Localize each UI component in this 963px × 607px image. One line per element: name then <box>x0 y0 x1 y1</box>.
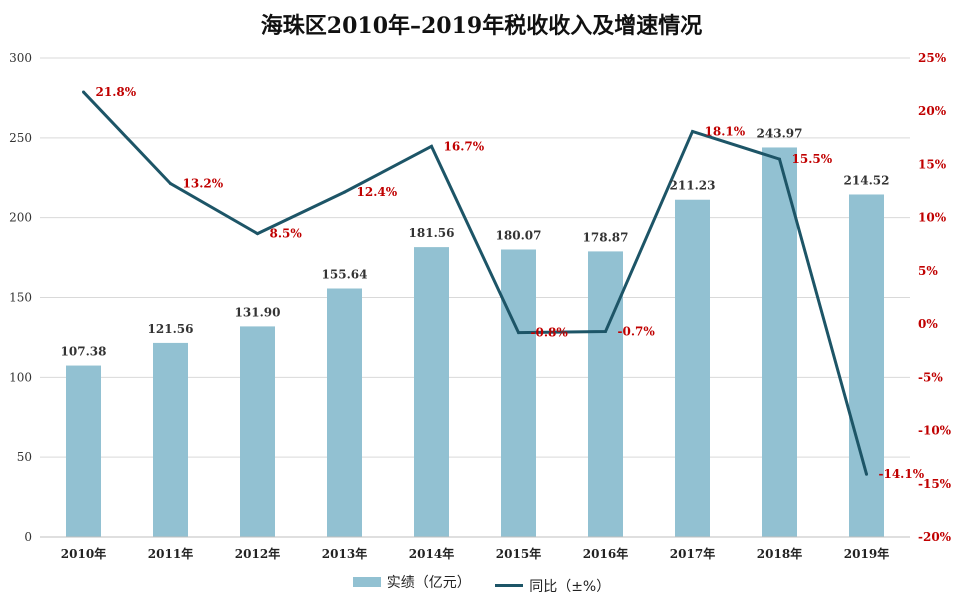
x-tick-label: 2010年 <box>61 546 106 561</box>
yoy-value-label: 12.4% <box>357 185 398 199</box>
yoy-point <box>604 330 607 334</box>
left-tick-label: 200 <box>9 211 32 225</box>
yoy-point <box>256 232 259 236</box>
yoy-value-label: 16.7% <box>444 139 485 153</box>
x-tick-label: 2011年 <box>148 546 193 561</box>
x-tick-label: 2013年 <box>322 546 367 561</box>
bar-value-label: 107.38 <box>61 345 107 359</box>
bar <box>240 326 275 537</box>
x-tick-label: 2017年 <box>670 546 715 561</box>
legend-bar-label: 实绩（亿元） <box>386 575 471 591</box>
yoy-point <box>517 331 520 335</box>
bar <box>849 194 884 537</box>
yoy-value-label: 13.2% <box>183 177 224 191</box>
left-tick-label: 100 <box>9 370 32 384</box>
left-tick-label: 300 <box>9 51 32 65</box>
left-tick-label: 150 <box>9 291 32 305</box>
bar-value-label: 181.56 <box>409 226 455 240</box>
bar-value-label: 180.07 <box>496 228 542 242</box>
legend-line-label: 同比（±%） <box>529 578 611 595</box>
yoy-point <box>343 190 346 194</box>
bar-value-label: 243.97 <box>757 126 803 140</box>
right-tick-label: 25% <box>918 51 947 65</box>
x-tick-label: 2015年 <box>496 546 541 561</box>
right-tick-label: -5% <box>918 370 943 384</box>
bar-value-label: 178.87 <box>583 230 629 244</box>
x-tick-label: 2014年 <box>409 546 454 561</box>
yoy-point <box>169 182 172 186</box>
yoy-point <box>430 144 433 148</box>
right-tick-label: 20% <box>918 104 947 118</box>
legend: 实绩（亿元） 同比（±%） <box>0 572 963 596</box>
right-tick-label: -10% <box>918 424 952 438</box>
left-tick-label: 250 <box>9 131 32 145</box>
x-tick-label: 2019年 <box>844 546 889 561</box>
right-tick-label: -15% <box>918 477 952 491</box>
bar <box>501 249 536 538</box>
right-tick-label: 10% <box>918 211 947 225</box>
left-tick-label: 50 <box>17 450 32 464</box>
bar <box>66 365 101 537</box>
bar <box>588 251 623 537</box>
yoy-value-label: 15.5% <box>792 152 833 166</box>
yoy-value-label: 21.8% <box>96 85 137 99</box>
yoy-point <box>778 157 781 161</box>
yoy-value-label: -0.8% <box>531 326 569 340</box>
axis-layer: 0 50 100 150 200 250 300 -20% -15% -10% -5% 0% 5% 10%… <box>9 51 952 561</box>
yoy-point <box>82 90 85 94</box>
line-layer <box>82 90 868 476</box>
left-tick-label: 0 <box>24 530 32 544</box>
legend-line-swatch <box>495 584 524 587</box>
bar-value-label: 211.23 <box>670 179 716 193</box>
legend-item-bar: 实绩（亿元） <box>352 572 471 592</box>
bar <box>675 199 710 538</box>
bar-value-label: 131.90 <box>235 305 281 319</box>
yoy-line <box>82 91 868 475</box>
yoy-value-label: 18.1% <box>705 124 746 138</box>
yoy-point <box>691 129 694 133</box>
yoy-value-label: -0.7% <box>618 325 656 339</box>
bar-layer <box>66 147 884 538</box>
legend-item-line: 同比（±%） <box>495 576 610 596</box>
right-tick-label: 0% <box>918 317 938 331</box>
yoy-value-label: 8.5% <box>270 227 303 241</box>
yoy-point <box>865 472 868 476</box>
right-tick-label: 5% <box>918 264 938 278</box>
x-tick-label: 2018年 <box>757 546 802 561</box>
label-layer: 107.38 121.56 131.90 155.64 181.56 180.07 178.… <box>61 85 925 481</box>
bar-value-label: 214.52 <box>844 173 890 187</box>
yoy-value-label: -14.1% <box>879 467 925 481</box>
bar <box>414 247 449 538</box>
x-tick-label: 2012年 <box>235 546 280 561</box>
bar <box>153 342 188 537</box>
right-tick-label: -20% <box>918 530 952 544</box>
bar <box>327 288 362 537</box>
bar-value-label: 155.64 <box>322 267 368 281</box>
x-tick-label: 2016年 <box>583 546 628 561</box>
right-tick-label: 15% <box>918 157 947 171</box>
bar-value-label: 121.56 <box>148 322 194 336</box>
bar <box>762 147 797 537</box>
chart-title: 海珠区2010年–2019年税收收入及增速情况 <box>260 13 703 39</box>
legend-bar-swatch <box>352 577 381 587</box>
